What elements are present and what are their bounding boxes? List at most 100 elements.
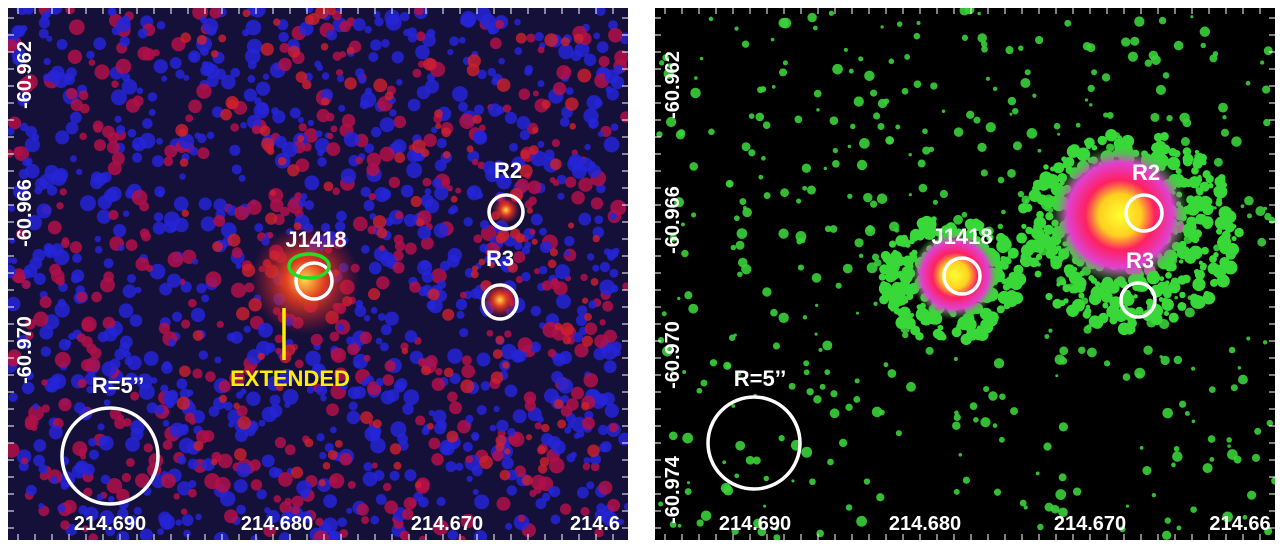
- noise: [170, 57, 182, 69]
- noise: [502, 362, 509, 369]
- noise: [584, 144, 590, 150]
- noise: [254, 97, 262, 105]
- noise: [564, 236, 574, 246]
- noise: [51, 269, 65, 283]
- noise: [764, 476, 769, 481]
- noise: [588, 165, 601, 178]
- noise: [582, 336, 593, 347]
- noise: [229, 145, 240, 156]
- noise: [192, 258, 198, 264]
- noise: [1009, 113, 1012, 116]
- noise: [123, 284, 137, 298]
- noise: [549, 486, 560, 497]
- noise: [347, 47, 355, 55]
- noise: [230, 123, 239, 132]
- noise: [402, 348, 409, 355]
- noise: [154, 212, 164, 222]
- noise: [383, 483, 391, 491]
- noise: [108, 496, 114, 502]
- noise: [970, 402, 978, 410]
- noise: [190, 147, 199, 156]
- noise: [194, 132, 200, 138]
- noise: [1160, 132, 1169, 141]
- noise: [160, 385, 168, 393]
- noise: [473, 234, 482, 243]
- noise: [284, 498, 291, 505]
- noise: [1057, 133, 1060, 136]
- noise: [952, 327, 962, 337]
- noise: [76, 169, 82, 175]
- noise: [395, 241, 406, 252]
- noise: [1157, 282, 1169, 294]
- noise: [1179, 401, 1186, 408]
- noise: [78, 379, 87, 388]
- noise: [700, 57, 703, 60]
- noise: [1024, 203, 1033, 212]
- noise: [1059, 473, 1067, 481]
- noise: [490, 38, 502, 50]
- noise: [736, 241, 745, 250]
- noise: [477, 353, 491, 367]
- noise: [877, 123, 884, 130]
- noise: [55, 352, 71, 368]
- noise: [806, 388, 813, 395]
- noise: [243, 9, 251, 17]
- noise: [608, 28, 623, 43]
- noise: [441, 128, 451, 138]
- noise: [349, 401, 358, 410]
- noise: [1162, 408, 1173, 419]
- noise: [1008, 97, 1016, 105]
- noise: [427, 301, 437, 311]
- noise: [1193, 156, 1204, 167]
- noise: [487, 68, 495, 76]
- noise: [132, 137, 146, 151]
- noise: [878, 99, 887, 108]
- noise: [183, 530, 191, 538]
- noise: [212, 241, 223, 252]
- noise: [780, 18, 791, 29]
- noise: [467, 145, 474, 152]
- noise: [323, 462, 331, 470]
- noise: [93, 121, 104, 132]
- noise: [551, 514, 561, 524]
- noise: [400, 12, 410, 22]
- noise: [772, 85, 776, 89]
- noise: [739, 198, 746, 205]
- noise: [364, 26, 372, 34]
- noise: [618, 433, 631, 446]
- noise: [742, 208, 752, 218]
- noise: [1016, 233, 1027, 244]
- noise: [1004, 303, 1011, 310]
- noise: [1185, 307, 1195, 317]
- noise: [170, 422, 185, 437]
- noise: [1130, 37, 1139, 46]
- noise: [1097, 292, 1102, 297]
- noise: [1078, 347, 1085, 354]
- noise: [414, 5, 424, 15]
- noise: [507, 485, 517, 495]
- r3-label: R3: [1126, 248, 1154, 273]
- noise: [275, 348, 281, 354]
- noise: [196, 84, 211, 99]
- noise: [1156, 85, 1166, 95]
- noise: [201, 294, 209, 302]
- noise: [416, 31, 426, 41]
- noise: [101, 475, 110, 484]
- noise: [999, 393, 1006, 400]
- noise: [326, 403, 339, 416]
- noise: [876, 493, 884, 501]
- noise: [385, 360, 396, 371]
- noise: [392, 51, 404, 63]
- noise: [163, 420, 170, 427]
- noise: [954, 127, 964, 137]
- noise: [863, 193, 872, 202]
- noise: [1181, 137, 1190, 146]
- noise: [1171, 463, 1176, 468]
- noise: [495, 336, 504, 345]
- noise: [177, 455, 186, 464]
- noise: [688, 304, 698, 314]
- noise: [151, 377, 157, 383]
- noise: [207, 132, 215, 140]
- noise: [1169, 313, 1179, 323]
- noise: [387, 389, 400, 402]
